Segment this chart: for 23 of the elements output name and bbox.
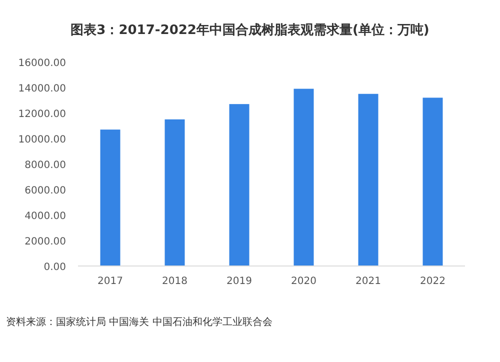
bar (294, 88, 314, 266)
bar (229, 104, 250, 266)
x-tick-label: 2022 (420, 276, 446, 287)
x-tick-label: 2019 (226, 276, 252, 287)
x-tick-label: 2021 (356, 276, 381, 287)
y-tick-label: 16000.00 (18, 58, 66, 69)
x-tick-label: 2017 (98, 276, 123, 287)
x-tick-label: 2020 (291, 276, 316, 287)
y-tick-label: 14000.00 (18, 84, 66, 94)
bar (164, 119, 185, 266)
x-tick-label: 2018 (162, 276, 188, 287)
text: 资料来源：国家统计局 中国海关 中国石油和化学工业联合会 (6, 316, 272, 328)
bar (100, 130, 120, 266)
y-tick-label: 6000.00 (24, 186, 66, 196)
y-tick-label: 8000.00 (24, 160, 66, 171)
y-tick-label: 4000.00 (24, 211, 66, 222)
y-tick-label: 12000.00 (18, 109, 66, 120)
bar (422, 98, 443, 266)
chart-title: 图表3：2017-2022年中国合成树脂表观需求量(单位：万吨) (70, 22, 430, 38)
y-tick-label: 2000.00 (24, 236, 66, 248)
y-tick-label: 0.00 (44, 262, 66, 273)
y-tick-label: 10000.00 (18, 134, 66, 146)
bar (358, 94, 378, 266)
